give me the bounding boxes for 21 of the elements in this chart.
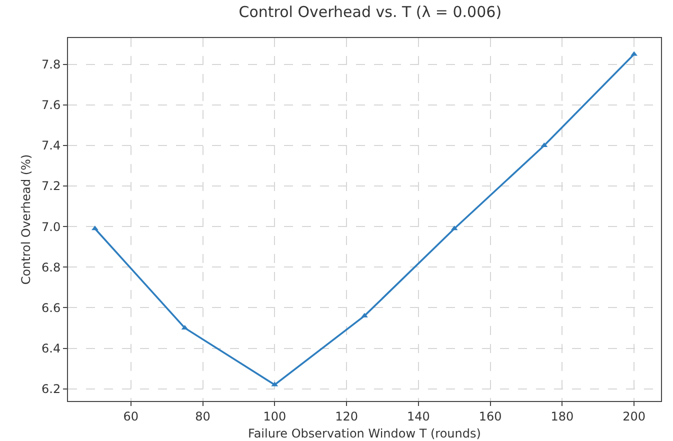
- chart-title: Control Overhead vs. T (λ = 0.006): [238, 3, 502, 22]
- y-axis-title: Control Overhead (%): [18, 154, 33, 285]
- x-tick-label: 60: [123, 409, 139, 424]
- x-tick-label: 160: [478, 409, 502, 424]
- y-tick-label: 7.4: [42, 138, 61, 153]
- x-tick-label: 140: [406, 409, 430, 424]
- y-tick-label: 6.2: [42, 382, 61, 396]
- y-tick-label: 6.8: [42, 260, 61, 274]
- x-tick-label: 100: [263, 409, 286, 424]
- x-tick-label: 200: [622, 409, 646, 424]
- x-axis-title: Failure Observation Window T (rounds): [248, 426, 481, 440]
- point: [361, 312, 368, 318]
- y-tick-label: 7.0: [42, 220, 61, 234]
- y-tick-label: 7.6: [42, 98, 61, 112]
- y-tick-label: 7.2: [42, 179, 61, 194]
- x-tick-label: 180: [550, 409, 574, 424]
- x-tick-label: 120: [335, 409, 358, 424]
- x-tick-label: 80: [195, 409, 210, 424]
- y-tick-label: 7.8: [42, 58, 61, 72]
- y-tick-label: 6.6: [42, 300, 61, 315]
- y-tick-label: 6.4: [42, 341, 61, 356]
